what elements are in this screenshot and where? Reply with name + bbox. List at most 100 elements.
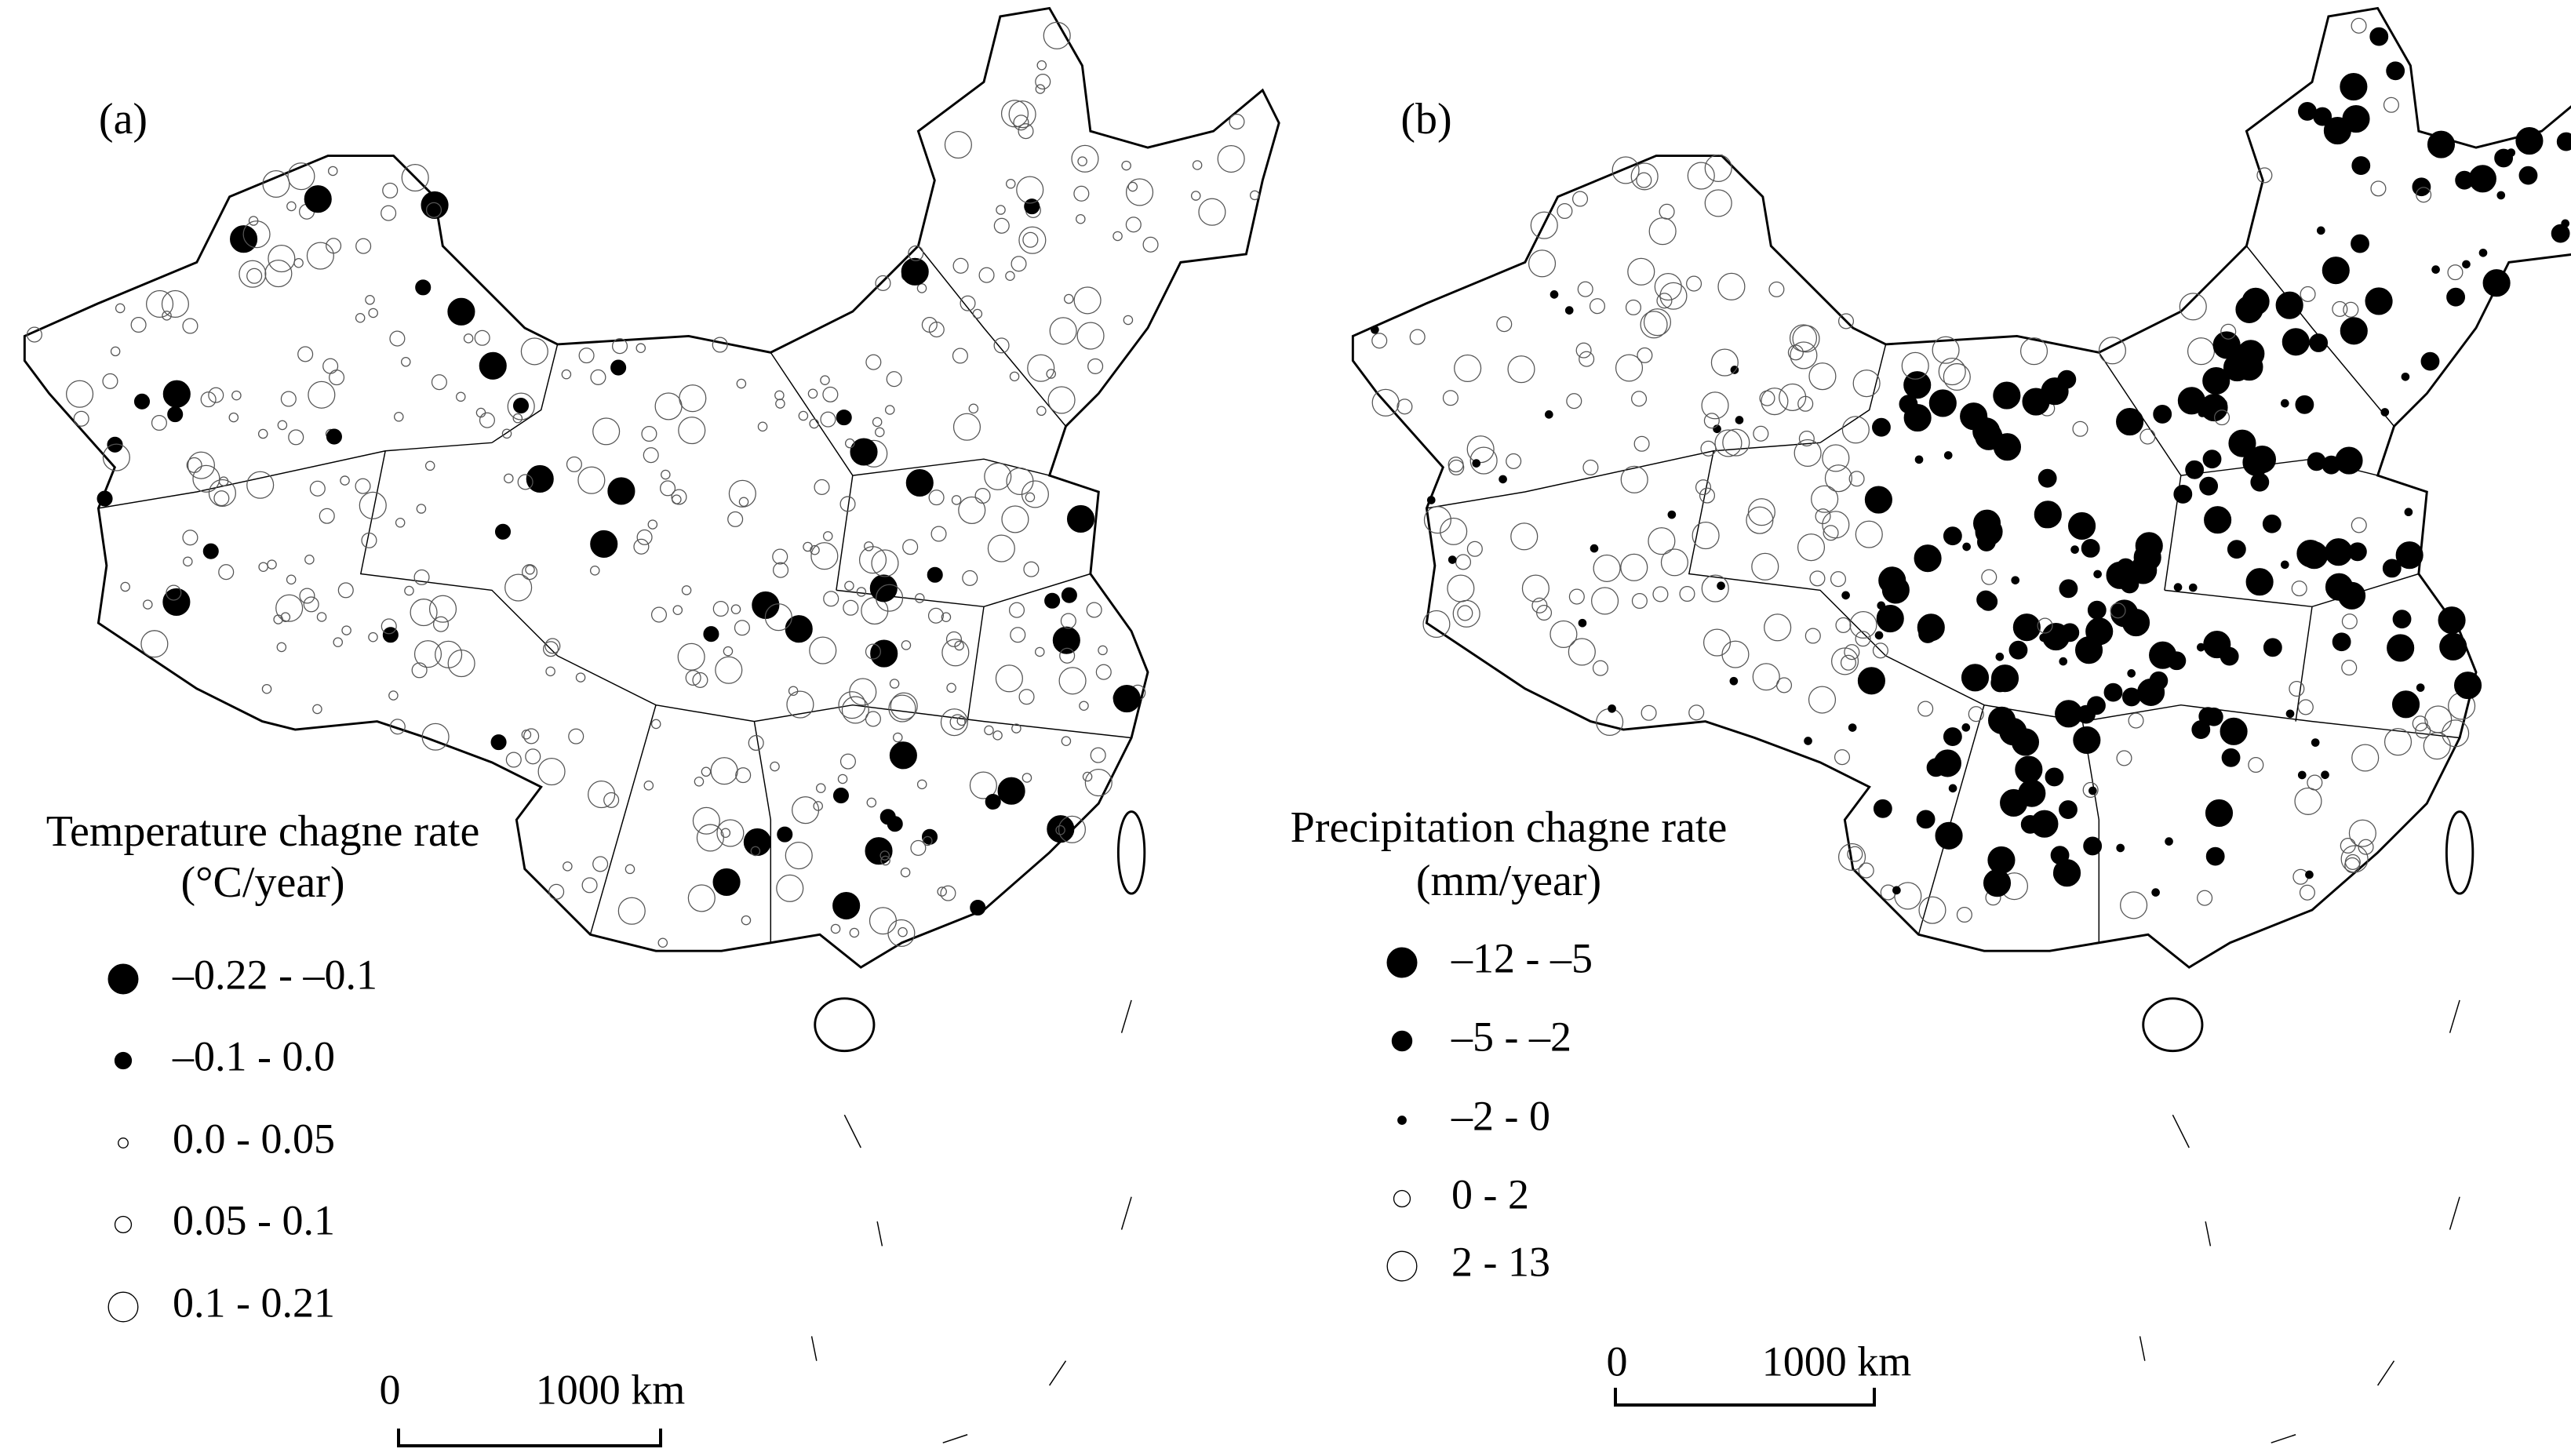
station (2496, 191, 2506, 200)
station (1841, 416, 1870, 444)
station (2323, 117, 2351, 145)
station (1018, 689, 1035, 705)
station (1454, 354, 1482, 382)
station (588, 781, 616, 809)
station (876, 584, 904, 612)
station (504, 473, 514, 484)
station (1568, 588, 1585, 605)
station (505, 752, 522, 768)
station (1667, 510, 1677, 519)
station (1809, 570, 1826, 587)
station (545, 666, 555, 677)
station (1753, 425, 1769, 442)
station (1804, 628, 1821, 644)
station (1943, 451, 1953, 460)
scale-bar (397, 1429, 662, 1447)
station (1021, 773, 1032, 783)
station (888, 694, 916, 723)
station (1804, 737, 1812, 745)
station (869, 907, 898, 935)
station (1903, 403, 1932, 432)
station (517, 474, 534, 490)
station (525, 565, 535, 575)
station (1794, 439, 1822, 468)
station (162, 311, 172, 321)
station (401, 356, 411, 367)
station (490, 734, 507, 751)
station (741, 915, 752, 926)
station (1043, 21, 1071, 49)
station (1631, 391, 1648, 407)
station (677, 642, 705, 671)
station (1914, 544, 1942, 573)
station (1872, 642, 1888, 659)
station (1568, 638, 1596, 666)
station (2370, 180, 2387, 197)
station (960, 295, 976, 311)
station (2351, 744, 2380, 772)
station (1864, 486, 1892, 514)
station (650, 606, 668, 623)
station (1960, 402, 1988, 431)
station (2395, 541, 2424, 570)
station (636, 529, 653, 545)
station (2012, 613, 2041, 642)
station (97, 490, 113, 507)
station (1409, 329, 1426, 345)
station (542, 641, 559, 657)
station (359, 491, 387, 519)
station (993, 217, 1010, 234)
station (643, 781, 654, 791)
station (590, 530, 618, 559)
station (1630, 162, 1659, 191)
station (1084, 769, 1113, 797)
station (2204, 506, 2232, 534)
station (1735, 416, 1744, 424)
station (2202, 366, 2231, 395)
station (2116, 407, 2144, 436)
station (166, 584, 182, 601)
station (267, 559, 277, 570)
station (890, 692, 918, 720)
station (1855, 631, 1871, 647)
station (2275, 291, 2303, 319)
station (2135, 532, 2163, 560)
station (1060, 613, 1076, 629)
station (1808, 686, 1837, 714)
station (814, 479, 830, 495)
station (1127, 181, 1138, 192)
station (841, 696, 869, 724)
station (1797, 533, 1826, 562)
station (1976, 590, 1996, 610)
station (2127, 669, 2136, 678)
station (308, 380, 336, 409)
station (820, 375, 830, 385)
station (660, 480, 676, 497)
station (2263, 638, 2282, 657)
station (898, 926, 908, 937)
station (2365, 287, 2393, 315)
station (2300, 286, 2316, 302)
station (1034, 646, 1045, 657)
station (133, 393, 151, 410)
station (1008, 100, 1036, 129)
station (368, 632, 378, 642)
station (1496, 316, 1513, 333)
station (2262, 514, 2281, 533)
station (839, 496, 856, 512)
station (1142, 236, 1159, 253)
station (2220, 717, 2248, 745)
station (202, 543, 219, 559)
station (1098, 645, 1108, 656)
station (850, 438, 878, 466)
station (2055, 700, 2083, 728)
station (927, 607, 945, 624)
station (1076, 213, 1086, 224)
station (1995, 652, 2005, 661)
station (1006, 179, 1016, 189)
station (1190, 191, 1201, 201)
station (1608, 704, 1616, 713)
station (2059, 579, 2078, 599)
station (2081, 538, 2100, 558)
